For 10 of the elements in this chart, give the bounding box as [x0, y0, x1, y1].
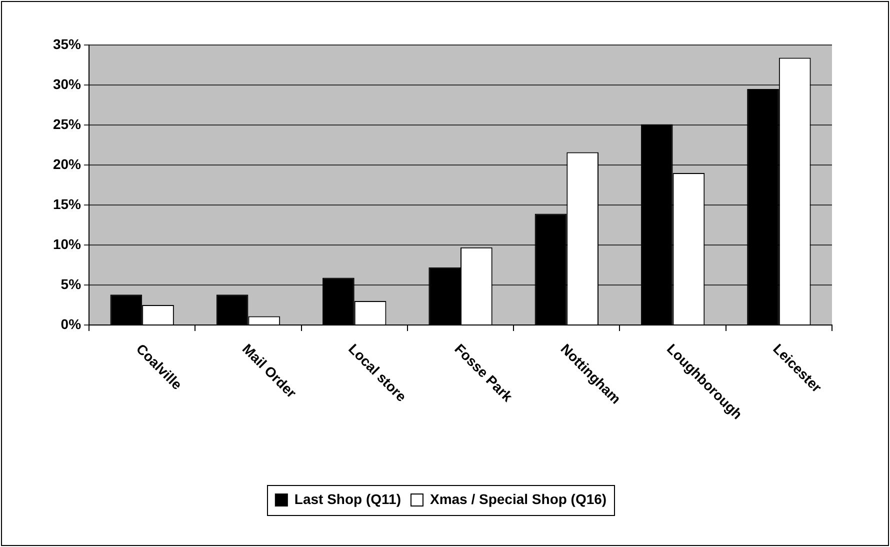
- y-tick-label: 10%: [52, 236, 82, 252]
- y-tick-label: 25%: [52, 116, 82, 132]
- y-tick-label: 35%: [52, 36, 82, 52]
- y-tick-label: 5%: [60, 276, 82, 292]
- y-tick-label: 0%: [60, 316, 82, 332]
- legend-label: Xmas / Special Shop (Q16): [430, 490, 607, 507]
- y-tick-label: 15%: [52, 196, 82, 212]
- y-tick-label: 30%: [52, 76, 82, 92]
- legend-label: Last Shop (Q11): [294, 490, 401, 507]
- y-tick-label: 20%: [52, 156, 82, 172]
